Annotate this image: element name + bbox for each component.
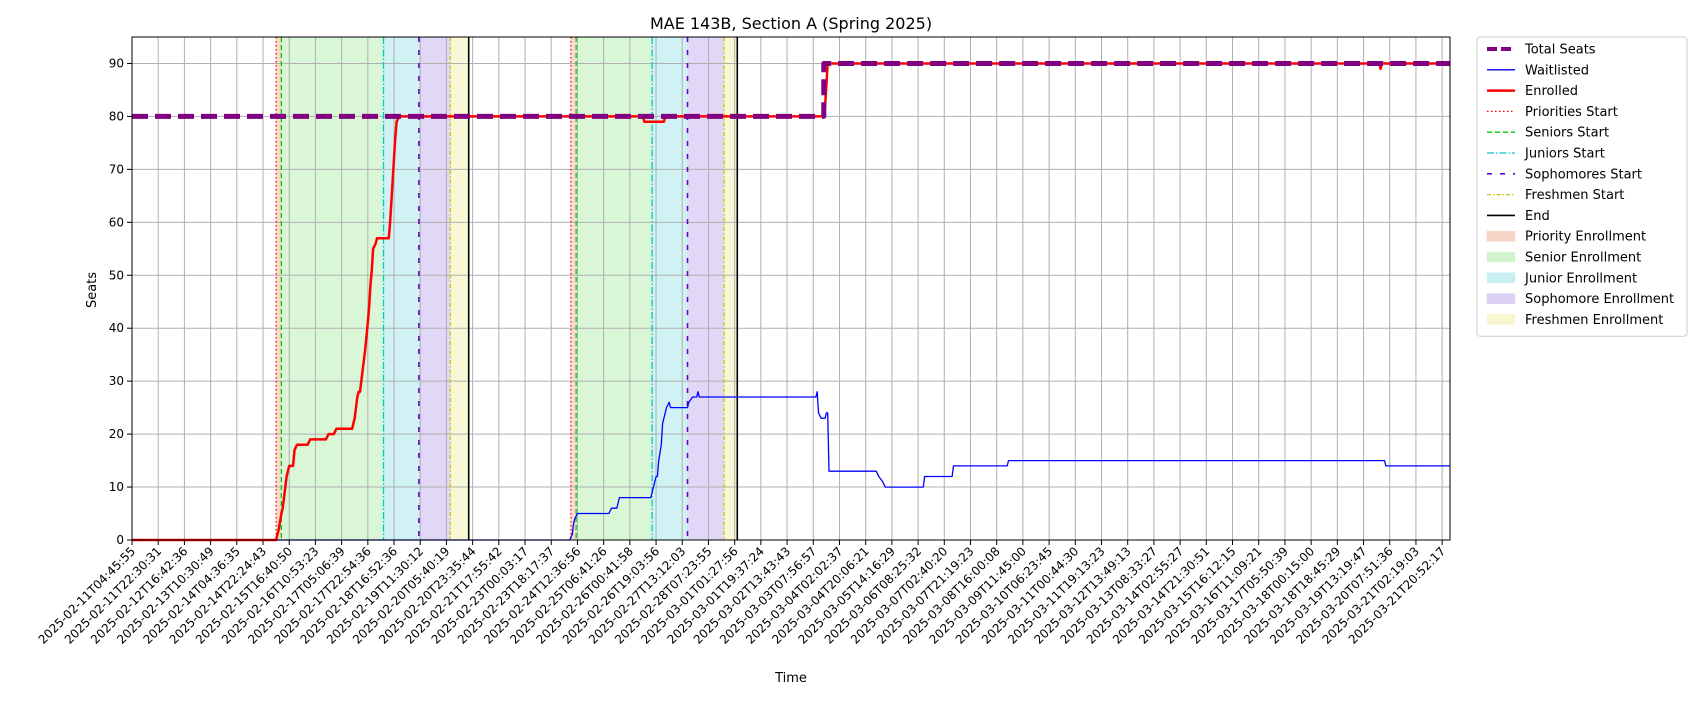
legend-label: End xyxy=(1525,209,1550,224)
plot-frame xyxy=(131,36,1451,541)
legend-label: Enrolled xyxy=(1525,84,1578,99)
legend-label: Junior Enrollment xyxy=(1524,271,1637,286)
legend-label: Priorities Start xyxy=(1525,105,1618,120)
legend-swatch xyxy=(1486,251,1516,263)
legend-swatch xyxy=(1486,230,1516,242)
legend-label: Waitlisted xyxy=(1525,63,1589,78)
legend-swatch xyxy=(1486,272,1516,284)
legend-label: Freshmen Enrollment xyxy=(1525,313,1663,328)
fresh-enrollment-band xyxy=(724,37,738,540)
y-tick-label: 70 xyxy=(109,162,124,176)
senior-enrollment-band xyxy=(576,37,653,540)
legend-label: Total Seats xyxy=(1524,43,1596,58)
legend-label: Seniors Start xyxy=(1525,126,1609,141)
senior-enrollment-band xyxy=(281,37,384,540)
priority-enrollment-band xyxy=(276,37,282,540)
y-tick-label: 0 xyxy=(116,533,124,547)
legend-box xyxy=(1476,36,1688,337)
y-tick-label: 10 xyxy=(109,480,124,494)
legend: Total Seats Waitlisted Enrolled Priorities … xyxy=(1476,36,1688,337)
legend-label: Juniors Start xyxy=(1524,147,1605,162)
y-tick-label: 30 xyxy=(109,374,124,388)
y-tick-label: 50 xyxy=(109,268,124,282)
legend-label: Freshmen Start xyxy=(1525,188,1624,203)
total-seats-series-line xyxy=(132,61,1450,119)
sophomore-enrollment-band xyxy=(418,37,451,540)
data-series xyxy=(132,61,1450,542)
legend-swatch xyxy=(1486,293,1516,304)
waitlisted-series-line xyxy=(132,391,1450,541)
legend-swatch xyxy=(1486,314,1516,325)
fresh-enrollment-band xyxy=(450,37,469,540)
y-tick-label: 60 xyxy=(109,215,124,229)
junior-enrollment-band xyxy=(383,37,419,540)
y-tick-label: 90 xyxy=(109,56,124,70)
y-tick-label: 20 xyxy=(109,427,124,441)
y-axis-label: Seats xyxy=(85,272,100,308)
x-axis-label: Time xyxy=(774,671,807,686)
y-tick-label: 80 xyxy=(109,109,124,123)
y-tick-label: 40 xyxy=(109,321,124,335)
legend-label: Sophomore Enrollment xyxy=(1525,292,1674,307)
grid-lines xyxy=(131,37,1450,541)
legend-label: Senior Enrollment xyxy=(1525,251,1641,266)
chart-title: MAE 143B, Section A (Spring 2025) xyxy=(650,14,932,33)
phase-markers xyxy=(275,37,739,540)
priority-enrollment-band xyxy=(570,37,577,540)
sophomore-enrollment-band xyxy=(687,37,725,540)
legend-label: Priority Enrollment xyxy=(1525,230,1646,245)
legend-label: Sophomores Start xyxy=(1525,167,1642,182)
